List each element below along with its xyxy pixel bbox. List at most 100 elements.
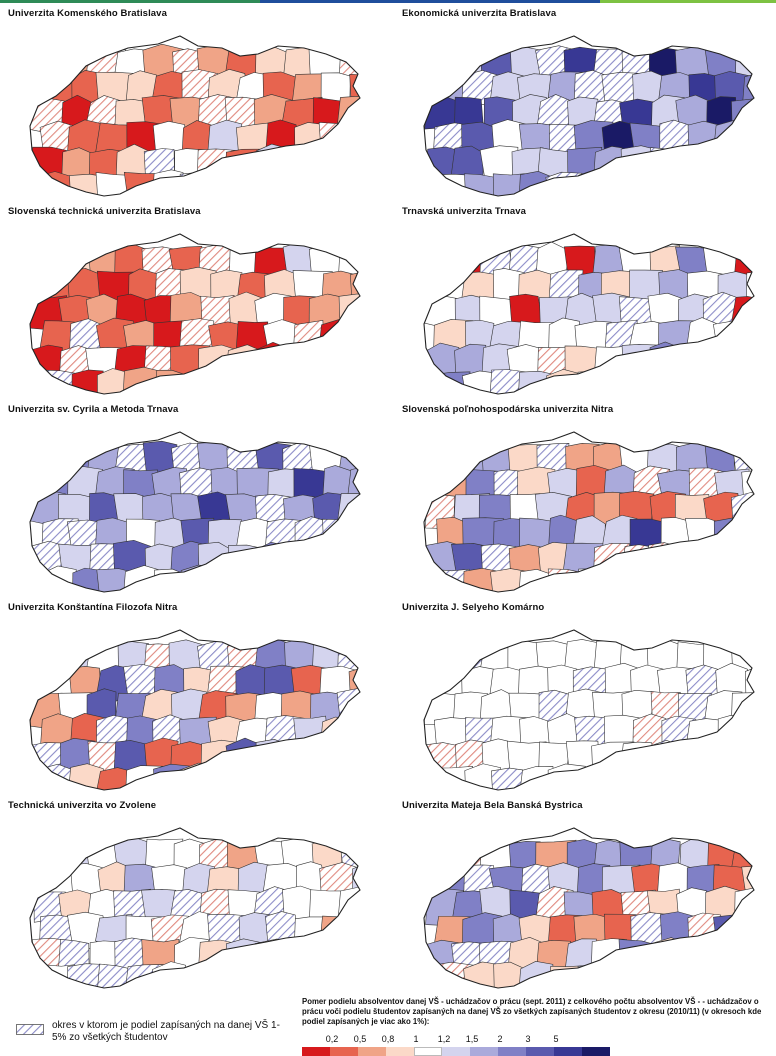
district xyxy=(601,171,639,196)
district xyxy=(337,493,360,530)
district xyxy=(264,962,301,988)
scale-tick-label: 0,8 xyxy=(381,1034,395,1044)
top-bar-lightgreen xyxy=(600,0,776,3)
district xyxy=(742,568,754,592)
district xyxy=(732,543,754,577)
district xyxy=(650,147,682,180)
district xyxy=(310,541,350,582)
district xyxy=(291,566,333,592)
district xyxy=(601,369,639,394)
district xyxy=(207,963,248,988)
district xyxy=(426,640,464,674)
district xyxy=(731,343,754,380)
district xyxy=(39,763,76,790)
scale-swatch xyxy=(330,1047,358,1056)
district xyxy=(349,73,360,113)
slovakia-district-map xyxy=(29,629,361,791)
map-panel-title: Univerzita Komenského Bratislava xyxy=(8,8,167,19)
district xyxy=(254,938,296,973)
district xyxy=(657,964,693,988)
district xyxy=(716,963,754,988)
map-panel: Univerzita Konštantína Filozofa Nitra xyxy=(8,602,380,802)
map-panel-title: Ekonomická univerzita Bratislava xyxy=(402,8,557,19)
district xyxy=(685,169,723,196)
district xyxy=(338,344,360,384)
district xyxy=(686,762,723,790)
district xyxy=(675,342,718,378)
district xyxy=(207,567,246,592)
slovakia-district-map xyxy=(29,431,361,593)
district xyxy=(713,320,753,355)
district xyxy=(347,717,360,751)
map-panel: Univerzita sv. Cyrila a Metoda Trnava xyxy=(8,404,380,604)
district xyxy=(702,147,737,184)
district xyxy=(633,370,667,394)
district xyxy=(686,963,724,988)
map-panel: Trnavská univerzita Trnava xyxy=(402,206,774,406)
district xyxy=(281,144,318,180)
district xyxy=(30,44,71,88)
map-panel-title: Slovenská poľnohospodárska univerzita Ni… xyxy=(402,404,614,415)
district xyxy=(340,739,360,781)
district xyxy=(319,716,354,755)
district xyxy=(648,341,688,376)
district xyxy=(178,172,216,196)
district xyxy=(337,886,360,921)
map-panel-title: Univerzita Mateja Bela Banská Bystrica xyxy=(402,800,583,811)
district xyxy=(30,643,67,678)
scale-legend-title: Pomer podielu absolventov danej VŠ - uch… xyxy=(302,997,762,1026)
hatch-legend-label: okres v ktorom je podiel zapísaných na d… xyxy=(52,1020,280,1043)
district xyxy=(593,543,630,582)
map-panel-title: Univerzita sv. Cyrila a Metoda Trnava xyxy=(8,404,179,415)
district xyxy=(72,567,106,592)
district xyxy=(745,121,754,157)
district xyxy=(265,172,302,196)
district xyxy=(629,172,669,196)
scale-swatch xyxy=(582,1047,610,1056)
district xyxy=(311,738,345,778)
district xyxy=(685,317,720,354)
slovakia-district-map xyxy=(423,35,755,197)
slovakia-district-map xyxy=(423,827,755,989)
district xyxy=(311,939,347,976)
scale-swatch xyxy=(414,1047,442,1056)
district xyxy=(96,963,137,988)
district xyxy=(236,762,271,790)
district xyxy=(95,172,135,196)
district xyxy=(309,345,344,382)
scale-tick-label: 3 xyxy=(525,1034,531,1044)
district xyxy=(603,565,637,592)
district xyxy=(618,939,659,976)
district xyxy=(253,143,290,183)
district xyxy=(714,565,750,592)
district xyxy=(621,344,662,379)
district xyxy=(351,965,360,988)
scale-swatch xyxy=(554,1047,582,1056)
district xyxy=(712,173,754,196)
district xyxy=(282,936,322,975)
district xyxy=(742,518,754,555)
map-panel: Slovenská technická univerzita Bratislav… xyxy=(8,206,380,406)
country-outline xyxy=(29,233,361,395)
district xyxy=(741,965,754,988)
map-panel: Technická univerzita vo Zvolene xyxy=(8,800,380,1000)
scale-swatch xyxy=(526,1047,554,1056)
map-panel-title: Slovenská technická univerzita Bratislav… xyxy=(8,206,201,217)
slovakia-district-map xyxy=(29,233,361,395)
scale-swatch xyxy=(358,1047,386,1056)
top-bar-blue xyxy=(260,0,600,3)
scale-swatch xyxy=(442,1047,470,1056)
district xyxy=(424,241,462,281)
country-outline xyxy=(29,431,361,593)
slovakia-district-map xyxy=(423,629,755,791)
district xyxy=(348,367,360,394)
top-color-bar xyxy=(0,0,776,3)
district xyxy=(235,568,272,592)
district xyxy=(338,293,360,330)
district xyxy=(180,963,215,988)
district xyxy=(577,964,612,988)
district xyxy=(602,767,637,790)
map-panel: Ekonomická univerzita Bratislava xyxy=(402,8,774,208)
district xyxy=(294,371,332,394)
country-outline xyxy=(423,431,755,593)
